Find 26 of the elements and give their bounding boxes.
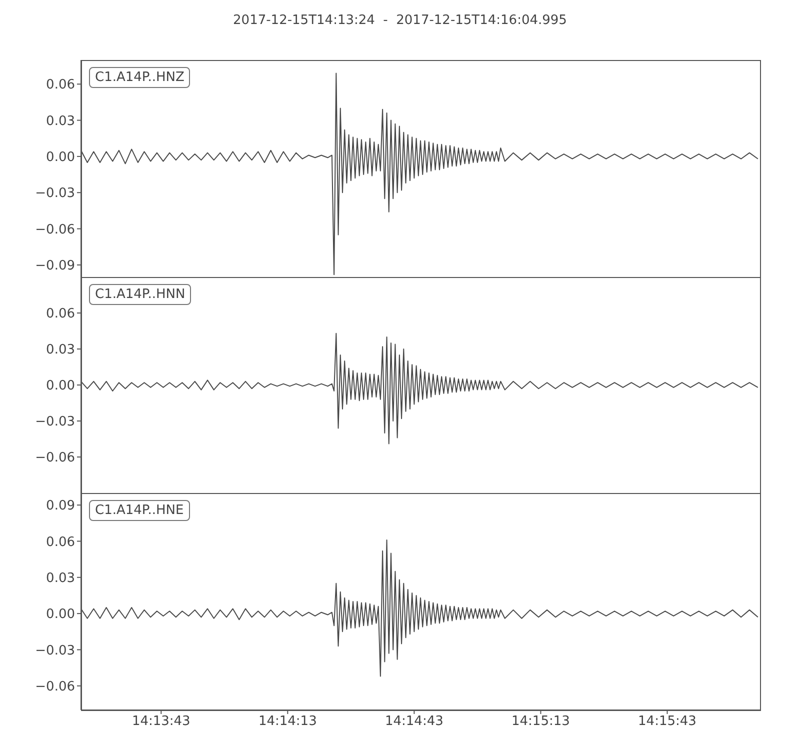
y-tick-label: 0.00 bbox=[46, 607, 75, 622]
annotation: C1.A14P..HNN bbox=[89, 284, 192, 305]
y-tick-label: 0.09 bbox=[46, 498, 75, 514]
y-tick-label: 0.06 bbox=[46, 306, 75, 322]
x-tick-label: 14:13:43 bbox=[132, 714, 190, 730]
y-tick-label: −0.06 bbox=[35, 222, 75, 238]
y-tick-label: −0.06 bbox=[35, 450, 75, 466]
y-tick-label: 0.00 bbox=[46, 378, 75, 394]
y-tick-label: 0.00 bbox=[46, 150, 75, 166]
chart-title: 2017-12-15T14:13:24 - 2017-12-15T14:16:04.995 bbox=[232, 12, 568, 30]
annotation: C1.A14P..HNE bbox=[89, 500, 190, 521]
y-tick-label: 0.03 bbox=[46, 114, 75, 129]
annotation: C1.A14P..HNZ bbox=[89, 67, 190, 88]
y-tick-label: 0.03 bbox=[46, 571, 75, 586]
y-tick-label: −0.03 bbox=[35, 414, 75, 430]
y-tick-label: −0.03 bbox=[35, 643, 75, 658]
y-tick-label: 0.03 bbox=[46, 342, 75, 358]
y-tick-label: −0.09 bbox=[35, 258, 75, 274]
x-tick-label: 14:14:43 bbox=[384, 714, 444, 730]
y-tick-label: 0.06 bbox=[46, 78, 75, 93]
x-tick-label: 14:15:13 bbox=[512, 714, 570, 730]
y-tick-label: 0.06 bbox=[46, 534, 75, 550]
y-tick-label: −0.03 bbox=[35, 186, 75, 202]
x-tick-label: 14:15:43 bbox=[638, 714, 696, 730]
x-tick-label: 14:14:13 bbox=[258, 714, 317, 730]
y-tick-label: −0.06 bbox=[35, 680, 75, 695]
